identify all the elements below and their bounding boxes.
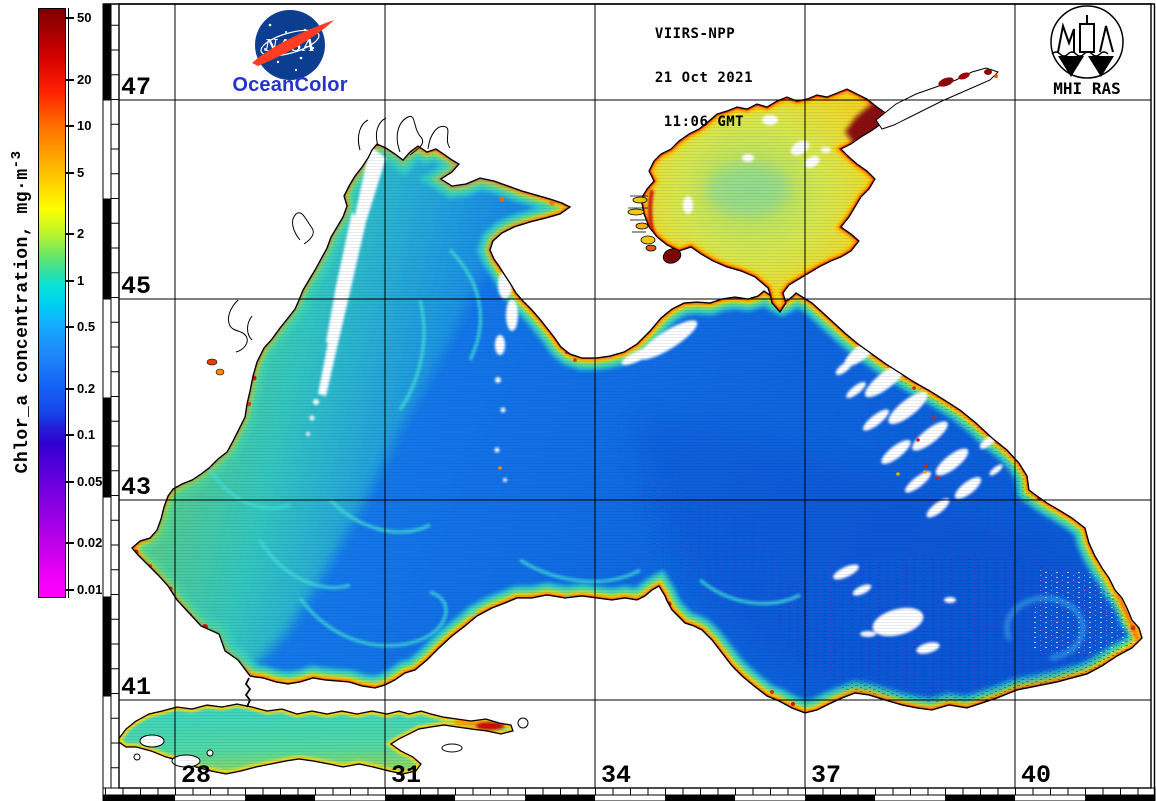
colorbar-tick xyxy=(66,542,74,545)
oceancolor-label: OceanColor xyxy=(232,74,348,96)
taganrog-bay-outline xyxy=(875,67,999,130)
latitude-label-45: 45 xyxy=(121,272,152,301)
nasa-logo-swoosh xyxy=(252,20,334,66)
colorbar-title: Chlor_a concentration, mg·m-3 xyxy=(9,52,33,572)
nasa-logo: NASA xyxy=(252,10,334,80)
latitude-label-41: 41 xyxy=(121,673,152,702)
colorbar-tick-label: 5 xyxy=(77,164,85,180)
iznik-lake-outline xyxy=(441,743,463,753)
longitude-label-34: 34 xyxy=(601,761,632,790)
nasa-logo-orbit xyxy=(260,29,320,57)
colorbar-tick xyxy=(66,125,74,128)
coastal-lagoon-blooms xyxy=(206,358,225,376)
colorbar-tick-label: 2 xyxy=(77,226,85,242)
colorbar-tick xyxy=(66,171,74,174)
colorbar-tick-label: 10 xyxy=(77,118,92,134)
colorbar-gradient xyxy=(38,8,66,598)
colorbar-tick-label: 20 xyxy=(77,71,92,87)
colorbar-title-exponent: -3 xyxy=(9,150,25,169)
taganrog-bloom-patches xyxy=(938,69,998,87)
longitude-label-31: 31 xyxy=(391,761,422,790)
bosphorus-strait xyxy=(244,677,252,708)
colorbar-tick xyxy=(66,588,74,591)
estuary-outlines xyxy=(227,115,451,353)
colorbar-axis xyxy=(68,8,69,598)
sensor-label: VIIRS-NPP xyxy=(654,26,736,42)
colorbar-title-text: Chlor_a concentration, mg·m xyxy=(13,168,33,474)
latitude-label-47: 47 xyxy=(121,73,152,102)
nasa-logo-stars xyxy=(264,23,315,72)
colorbar-tick-label: 0.5 xyxy=(77,319,96,335)
colorbar-tick xyxy=(66,78,74,81)
latitude-label-43: 43 xyxy=(121,473,152,502)
longitude-label-40: 40 xyxy=(1021,761,1052,790)
acquisition-info: VIIRS-NPP 21 Oct 2021 11:06 GMT xyxy=(600,23,790,133)
colorbar-tick-label: 0.1 xyxy=(77,427,96,443)
colorbar-tick xyxy=(66,434,74,437)
colorbar-tick-label: 0.02 xyxy=(77,535,103,551)
mhi-ras-logo xyxy=(1050,5,1124,79)
institute-label: MHI RAS xyxy=(1053,79,1121,98)
longitude-label-28: 28 xyxy=(181,761,212,790)
colorbar-tick xyxy=(66,17,74,19)
colorbar-tick xyxy=(66,480,74,483)
colorbar-tick xyxy=(66,279,74,282)
graticule xyxy=(119,4,1151,788)
date-label: 21 Oct 2021 xyxy=(654,70,754,86)
colorbar-tick-label: 0.01 xyxy=(77,582,103,598)
colorbar-tick xyxy=(66,326,74,329)
colorbar-tick xyxy=(66,233,74,236)
time-label: 11:06 GMT xyxy=(663,114,745,130)
colorbar-tick xyxy=(66,387,74,390)
colorbar-tick-label: 0.2 xyxy=(77,380,96,396)
colorbar-tick-label: 1 xyxy=(77,272,85,288)
colorbar-tick-label: 0.05 xyxy=(77,473,103,489)
longitude-label-37: 37 xyxy=(811,761,842,790)
mhi-ras-triangle xyxy=(1088,56,1114,77)
colorbar-tick-label: 50 xyxy=(77,10,92,26)
map-frame xyxy=(102,3,1156,801)
mhi-ras-triangle xyxy=(1058,56,1084,77)
